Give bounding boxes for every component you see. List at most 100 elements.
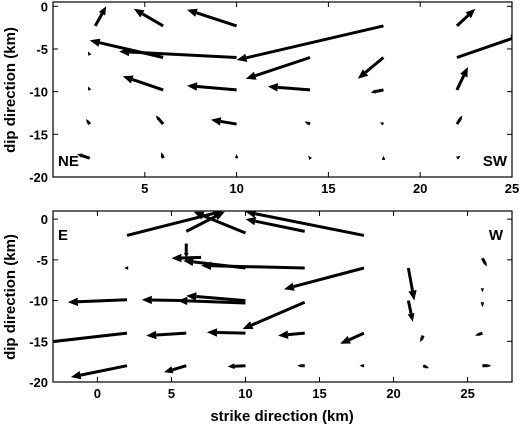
vector-arrow xyxy=(187,82,237,92)
vector-arrow xyxy=(201,261,305,270)
vector-arrow xyxy=(122,75,164,92)
vector-arrow xyxy=(359,364,364,368)
vector-arrow xyxy=(171,253,202,263)
x-tick-label: 20 xyxy=(413,181,427,196)
vector-arrow xyxy=(234,154,239,159)
y-tick-label: -5 xyxy=(36,42,48,57)
vector-arrow xyxy=(482,364,492,368)
vector-arrow xyxy=(177,296,246,306)
vector-arrow xyxy=(183,243,189,259)
vector-arrow xyxy=(245,217,306,233)
vector-arrow xyxy=(193,211,247,235)
vector-arrow xyxy=(245,56,311,80)
top-left-annotation: NE xyxy=(58,153,79,170)
y-tick-label: -20 xyxy=(29,170,48,185)
y-tick-label: 0 xyxy=(41,212,48,227)
vector-arrow xyxy=(308,155,312,160)
vector-arrow xyxy=(245,211,365,237)
vector-arrow xyxy=(133,8,164,28)
vector-arrow xyxy=(480,302,485,308)
x-tick-label: 15 xyxy=(312,386,326,401)
vector-arrow xyxy=(381,155,386,160)
vector-arrow xyxy=(304,121,311,126)
vector-arrow xyxy=(242,300,306,330)
vector-arrow xyxy=(160,152,165,159)
vector-arrow xyxy=(406,300,415,322)
vector-arrow xyxy=(187,8,238,28)
vector-arrow xyxy=(456,155,461,160)
x-tick-label: 15 xyxy=(321,181,335,196)
vector-arrow xyxy=(227,363,246,370)
vector-arrow xyxy=(455,115,463,125)
top-vector-field xyxy=(76,6,512,160)
bottom-right-annotation: W xyxy=(489,227,504,244)
vector-arrow xyxy=(297,364,305,368)
vector-arrow xyxy=(70,364,128,380)
bottom-x-ticks: 0 5 10 15 20 25 xyxy=(94,211,475,401)
x-tick-label: 0 xyxy=(94,386,101,401)
vector-arrow xyxy=(76,153,91,160)
x-tick-label: 25 xyxy=(505,181,519,196)
vector-arrow xyxy=(284,266,365,291)
vector-arrow xyxy=(155,115,165,126)
vector-arrow xyxy=(119,47,237,59)
vector-arrow xyxy=(207,328,246,337)
bottom-left-annotation: E xyxy=(58,227,68,244)
x-tick-label: 25 xyxy=(460,386,474,401)
top-panel: 5 10 15 20 25 0 -5 -10 -15 -20 NE SW dip directi… xyxy=(2,0,519,196)
x-tick-label: 20 xyxy=(386,386,400,401)
top-y-ticks: 0 -5 -10 -15 -20 xyxy=(29,0,512,185)
vector-arrow xyxy=(87,51,92,56)
x-tick-label: 10 xyxy=(229,181,243,196)
bottom-x-axis-label: strike direction (km) xyxy=(210,408,353,425)
x-tick-label: 5 xyxy=(168,386,175,401)
vector-arrow xyxy=(126,211,224,237)
vector-arrow xyxy=(340,331,365,344)
y-tick-label: -10 xyxy=(29,294,48,309)
y-tick-label: -20 xyxy=(29,375,48,390)
x-tick-label: 5 xyxy=(141,181,148,196)
vector-arrow xyxy=(455,66,468,91)
vector-arrow xyxy=(186,292,246,303)
vector-arrow xyxy=(87,86,92,91)
vector-arrow xyxy=(422,364,430,369)
bottom-vector-field xyxy=(53,211,492,380)
vector-arrow xyxy=(370,88,384,94)
vector-arrow xyxy=(267,83,311,92)
vector-arrow xyxy=(67,297,128,306)
vector-arrow xyxy=(236,24,384,62)
vector-arrow xyxy=(210,117,237,126)
vector-arrow xyxy=(475,331,483,336)
vector-arrow xyxy=(481,257,487,267)
bottom-plot-frame xyxy=(52,210,513,383)
vector-arrow xyxy=(456,34,512,59)
vector-arrow xyxy=(86,119,91,125)
x-tick-label: 10 xyxy=(238,386,252,401)
bottom-y-ticks: 0 -5 -10 -15 -20 xyxy=(29,212,512,390)
vector-arrow xyxy=(379,122,385,126)
y-tick-label: 0 xyxy=(41,0,48,14)
vector-arrow xyxy=(480,288,485,293)
vector-arrow xyxy=(89,38,164,59)
vector-arrow xyxy=(406,267,417,301)
top-right-annotation: SW xyxy=(483,153,508,170)
top-plot-frame xyxy=(52,1,513,178)
y-tick-label: -10 xyxy=(29,85,48,100)
vector-arrow xyxy=(93,6,107,27)
vector-arrow xyxy=(278,330,305,339)
y-tick-label: -5 xyxy=(36,253,48,268)
top-x-ticks: 5 10 15 20 25 xyxy=(141,2,519,196)
top-y-axis-label: dip direction (km) xyxy=(2,27,19,153)
bottom-y-axis-label: dip direction (km) xyxy=(2,234,19,360)
vector-arrow xyxy=(164,364,187,374)
vector-arrow xyxy=(420,334,425,343)
vector-arrow xyxy=(455,8,476,28)
y-tick-label: -15 xyxy=(29,127,48,142)
bottom-panel: 0 5 10 15 20 25 0 -5 -10 -15 -20 E W dip directio… xyxy=(2,210,513,425)
vector-arrow xyxy=(124,266,129,270)
vector-arrow xyxy=(146,330,187,340)
vector-arrow xyxy=(357,56,385,79)
y-tick-label: -15 xyxy=(29,334,48,349)
vector-arrow xyxy=(53,331,128,344)
